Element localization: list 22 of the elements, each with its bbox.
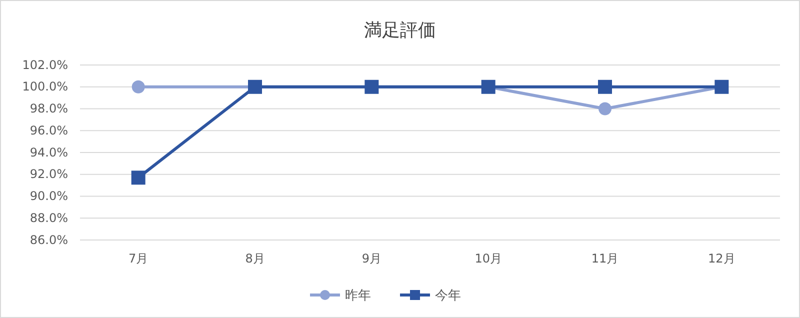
x-tick-label: 8月 xyxy=(245,252,265,266)
point xyxy=(598,102,612,116)
point xyxy=(598,80,612,94)
x-tick-label: 11月 xyxy=(591,252,619,266)
x-tick-label: 9月 xyxy=(362,252,382,266)
y-tick-label: 86.0% xyxy=(30,232,68,247)
x-tick-label: 10月 xyxy=(474,252,502,266)
y-tick-label: 100.0% xyxy=(22,80,68,94)
point xyxy=(132,80,145,94)
legend-label: 昨年 xyxy=(345,288,371,304)
x-tick-label: 12月 xyxy=(708,252,736,266)
y-tick-label: 94.0% xyxy=(30,145,68,160)
y-tick-label: 92.0% xyxy=(30,167,68,182)
legend-label: 今年 xyxy=(435,288,461,304)
chart-title: 満足評価 xyxy=(364,20,436,41)
x-tick-label: 7月 xyxy=(128,252,148,266)
y-tick-label: 98.0% xyxy=(30,102,68,116)
y-tick-label: 90.0% xyxy=(30,189,68,204)
point xyxy=(131,170,146,185)
y-tick-label: 96.0% xyxy=(30,123,68,138)
y-tick-label: 88.0% xyxy=(30,210,68,225)
y-tick-label: 102.0% xyxy=(22,58,68,72)
